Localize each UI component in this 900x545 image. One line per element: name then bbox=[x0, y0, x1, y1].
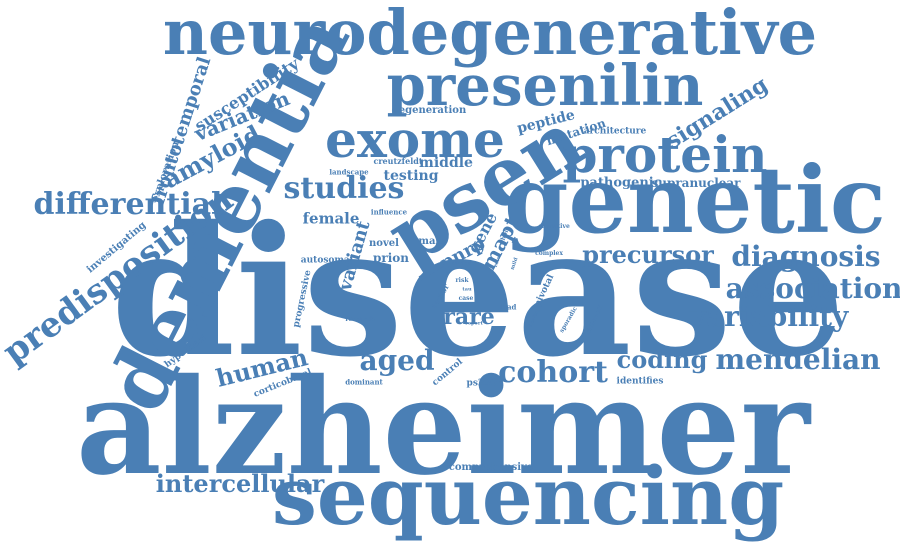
word-differential: differential bbox=[33, 187, 223, 222]
word-landscape: landscape bbox=[329, 167, 369, 177]
word-risk: risk bbox=[455, 277, 469, 284]
word-variability: variability bbox=[689, 300, 849, 333]
word-protein: protein bbox=[562, 125, 768, 184]
word-precursor: precursor bbox=[582, 240, 714, 269]
word-ps230r: ps230r bbox=[466, 378, 502, 389]
word-neurodegenerative: neurodegenerative bbox=[162, 0, 818, 69]
word-autosomal: autosomal bbox=[300, 255, 354, 266]
word-clinical: clinical bbox=[451, 260, 473, 267]
word-prion: prion bbox=[373, 251, 409, 265]
word-coding: coding bbox=[616, 345, 708, 374]
word-pathogenic: pathogenic bbox=[580, 175, 662, 191]
word-research: research bbox=[345, 316, 375, 323]
word-middle: middle bbox=[419, 155, 473, 171]
word-architecture: architecture bbox=[583, 126, 647, 137]
word-load: load bbox=[499, 302, 517, 312]
word-identifies: identifies bbox=[616, 376, 664, 387]
word-exome: exome bbox=[325, 110, 505, 169]
word-comprehensive: comprehensive bbox=[448, 462, 534, 473]
word-influence: influence bbox=[370, 207, 408, 217]
word-rare: rare bbox=[443, 304, 495, 330]
word-dominant: dominant bbox=[345, 377, 383, 387]
word-association: association bbox=[725, 272, 900, 305]
word-genetic: genetic bbox=[504, 146, 886, 254]
word-female: female bbox=[302, 209, 360, 228]
word-mendelian: mendelian bbox=[715, 343, 881, 376]
word-cohort: cohort bbox=[498, 355, 608, 390]
word-causative: causative bbox=[538, 223, 570, 230]
word-supranuclear: supranuclear bbox=[651, 176, 741, 190]
word-presenilin: presenilin bbox=[386, 53, 704, 119]
word-report: report bbox=[465, 320, 483, 327]
word-novel: novel bbox=[369, 238, 399, 249]
word-male: male bbox=[418, 236, 446, 247]
word-sequencing: sequencing bbox=[271, 449, 785, 543]
word-complex: complex bbox=[535, 250, 563, 257]
word-degeneration: degeneration bbox=[391, 105, 467, 116]
word-studies: studies bbox=[283, 171, 405, 206]
word-creutzfeldt: creutzfeldt bbox=[373, 156, 423, 166]
word-aged: aged bbox=[359, 344, 435, 377]
word-diagnosis: diagnosis bbox=[731, 240, 881, 273]
word-tau: tau bbox=[462, 286, 472, 293]
word-alzheimer: alzheimer bbox=[76, 350, 810, 505]
word-testing: testing bbox=[383, 168, 439, 184]
word-disease: disease bbox=[110, 187, 846, 396]
word-intercellular: intercellular bbox=[155, 469, 325, 498]
word-case: case bbox=[458, 295, 474, 302]
